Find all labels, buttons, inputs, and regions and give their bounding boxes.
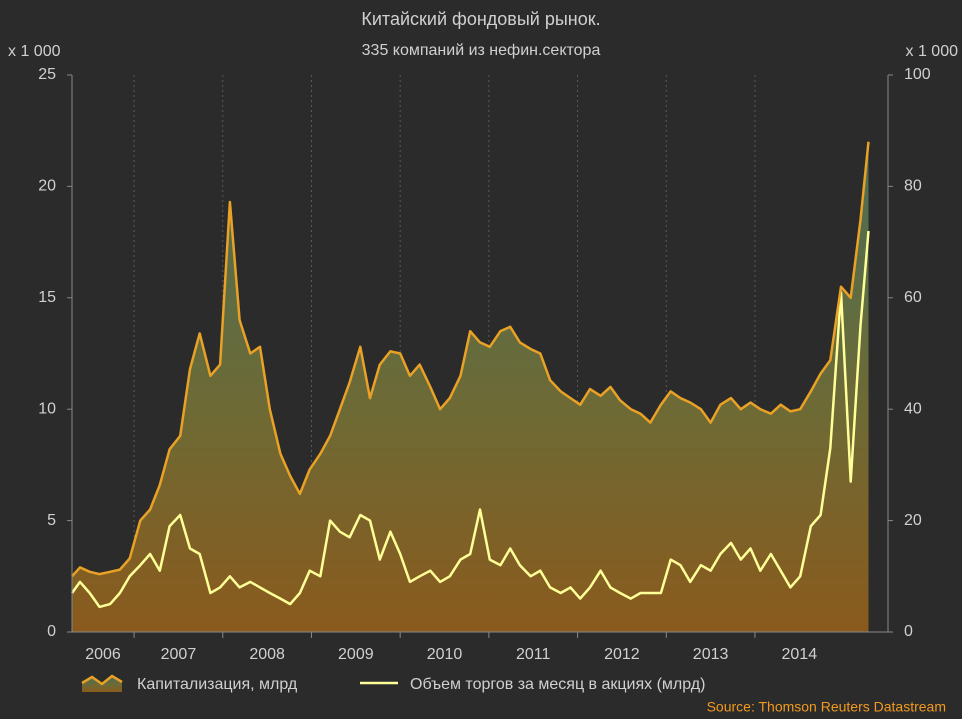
- x-tick-label: 2007: [161, 646, 197, 663]
- y2-tick-label: 100: [904, 66, 931, 83]
- y2-unit-label: x 1 000: [906, 43, 959, 60]
- y-tick-label: 10: [38, 400, 56, 417]
- x-tick-label: 2013: [693, 646, 729, 663]
- x-tick-label: 2014: [782, 646, 818, 663]
- y2-tick-label: 0: [904, 623, 913, 640]
- legend: Капитализация, млрд Объем торгов за меся…: [81, 674, 705, 693]
- source-note: Source: Thomson Reuters Datastream: [707, 699, 946, 715]
- x-tick-label: 2011: [516, 646, 551, 663]
- x-tick-label: 2010: [427, 646, 463, 663]
- y-tick-label: 5: [47, 512, 56, 529]
- plot-area: 2006 2007 2008 2009 2010 2011 2012 2013 20140510…: [38, 66, 931, 663]
- area: [72, 141, 869, 633]
- x-tick-label: 2009: [338, 646, 374, 663]
- y-tick-label: 20: [38, 178, 56, 195]
- y2-tick-label: 80: [904, 178, 922, 195]
- line: [71, 141, 870, 578]
- y2-tick-label: 60: [904, 289, 922, 306]
- line: [70, 230, 870, 609]
- x-tick-label: 2012: [604, 646, 640, 663]
- y2-tick-label: 40: [904, 400, 922, 417]
- y-tick-label: 15: [38, 289, 56, 306]
- legend-label: Объем торгов за месяц в акциях (млрд): [410, 676, 705, 693]
- y-tick-label: 0: [47, 623, 56, 640]
- chart-subtitle: 335 компаний из нефин.сектора: [362, 42, 601, 59]
- legend-label: Капитализация, млрд: [137, 676, 298, 693]
- y-tick-label: 25: [38, 66, 56, 83]
- x-tick-label: 2006: [85, 646, 121, 663]
- chart-title: Китайский фондовый рынок.: [361, 9, 600, 29]
- legend-line-icon: [81, 674, 123, 686]
- x-tick-label: 2008: [249, 646, 285, 663]
- y2-tick-label: 20: [904, 512, 922, 529]
- y-unit-label: x 1 000: [8, 43, 61, 60]
